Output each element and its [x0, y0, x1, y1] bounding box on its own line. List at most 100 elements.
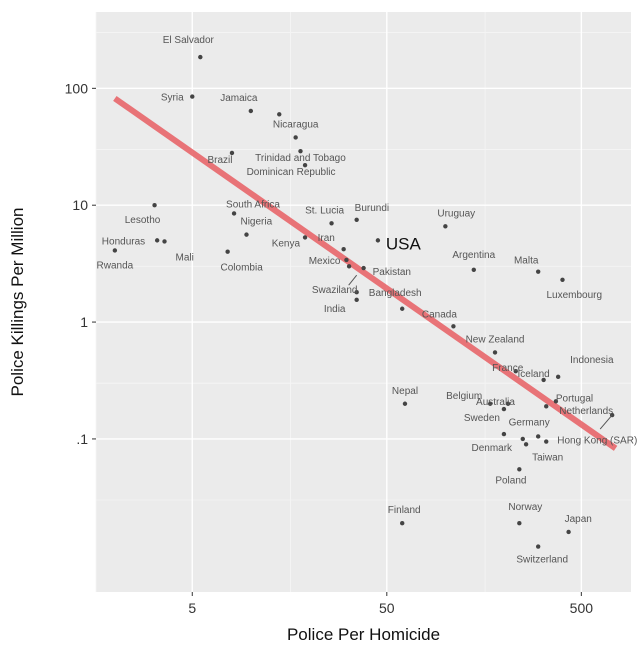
point-label: Indonesia — [570, 355, 614, 366]
data-point — [471, 267, 476, 273]
point-label: Poland — [495, 475, 526, 486]
point-label: Belgium — [446, 391, 482, 402]
data-point — [293, 135, 298, 140]
point-label: Trinidad and Tobago — [255, 153, 346, 164]
data-point — [566, 529, 571, 535]
data-point — [298, 148, 303, 154]
point-label-usa: USA — [386, 234, 422, 253]
point-label: Iceland — [518, 369, 550, 380]
y-tick-label: 10 — [72, 197, 88, 213]
point-label: Germany — [509, 417, 550, 428]
point-label: Pakistan — [373, 267, 411, 278]
data-point — [400, 521, 405, 526]
point-label: Nicaragua — [273, 119, 319, 130]
data-point — [517, 467, 522, 472]
point-label: Canada — [422, 309, 457, 320]
y-tick-label: 1 — [80, 314, 88, 330]
point-label: Sweden — [464, 413, 500, 424]
data-point — [329, 221, 334, 226]
data-point — [520, 436, 525, 442]
y-axis-ticks: 100 10 1 .1 — [65, 80, 96, 447]
data-point — [190, 94, 195, 99]
data-point — [375, 238, 381, 243]
data-point — [513, 368, 518, 374]
point-label: Hong Kong (SAR) — [557, 436, 637, 447]
plot-panel — [96, 12, 631, 592]
data-point — [535, 434, 541, 439]
x-tick-label: 5 — [188, 600, 196, 616]
point-label: Swaziland — [312, 285, 358, 296]
data-point — [152, 203, 157, 208]
point-label: St. Lucia — [305, 205, 344, 216]
data-point — [544, 439, 549, 444]
data-point — [154, 238, 160, 243]
point-label: Dominican Republic — [247, 167, 336, 178]
data-point — [162, 239, 167, 244]
data-point — [302, 162, 308, 168]
point-label: Colombia — [221, 263, 264, 274]
data-point — [541, 377, 546, 383]
data-point — [535, 544, 541, 549]
point-label: Lesotho — [125, 215, 161, 226]
point-label: India — [324, 304, 346, 315]
data-point — [451, 324, 456, 329]
data-point — [198, 54, 203, 60]
point-label: Brazil — [207, 155, 232, 166]
data-point — [523, 442, 529, 447]
point-label: Netherlands — [559, 406, 613, 417]
point-label: New Zealand — [466, 334, 525, 345]
data-point — [277, 112, 282, 117]
data-point — [346, 264, 352, 269]
point-labels: El Salvador Syria Jamaica Nicaragua Brazil Tr… — [97, 35, 638, 565]
point-label: Luxembourg — [546, 290, 602, 301]
data-point — [505, 401, 511, 406]
data-point — [354, 290, 359, 295]
data-point — [560, 277, 565, 282]
point-label: Bangladesh — [369, 288, 422, 299]
point-label: Japan — [565, 514, 592, 525]
point-label: Nigeria — [240, 217, 272, 228]
data-point — [302, 235, 308, 240]
point-label: Taiwan — [532, 452, 563, 463]
point-label: Iran — [318, 233, 335, 244]
data-point — [112, 248, 118, 253]
data-point — [517, 521, 522, 526]
point-label: Kenya — [272, 238, 301, 249]
point-label: Australia — [476, 397, 515, 408]
x-axis-ticks: 5 50 500 — [188, 592, 593, 616]
point-label: Uruguay — [437, 208, 475, 219]
data-point — [553, 399, 559, 404]
point-label: Burundi — [355, 203, 389, 214]
data-point — [492, 350, 498, 355]
data-point — [555, 374, 561, 380]
leader-line — [599, 414, 613, 430]
point-label: Mexico — [309, 256, 341, 267]
point-label: Mali — [176, 252, 194, 263]
point-label: Rwanda — [97, 260, 134, 271]
trend-line-layer — [113, 95, 618, 451]
x-axis-title: Police Per Homicide — [287, 625, 440, 644]
point-label: Jamaica — [220, 93, 258, 104]
point-label: Honduras — [102, 236, 145, 247]
data-point — [354, 217, 359, 223]
point-label: Finland — [388, 505, 421, 516]
y-tick-label: .1 — [76, 431, 88, 447]
point-label: Argentina — [452, 250, 495, 261]
leader-line — [348, 274, 358, 286]
data-point — [229, 150, 235, 156]
point-label: Nepal — [392, 386, 418, 397]
data-point — [400, 306, 405, 311]
point-label: El Salvador — [163, 35, 215, 46]
data-point — [535, 269, 541, 274]
x-tick-label: 500 — [570, 600, 594, 616]
data-point — [225, 249, 230, 254]
data-points — [112, 54, 615, 549]
data-point — [501, 406, 507, 412]
point-label: Switzerland — [516, 555, 568, 566]
y-axis-title: Police Killings Per Million — [8, 208, 27, 397]
x-tick-label: 50 — [379, 600, 395, 616]
data-point — [354, 297, 359, 303]
point-label: Portugal — [556, 393, 593, 404]
data-point — [244, 232, 249, 237]
